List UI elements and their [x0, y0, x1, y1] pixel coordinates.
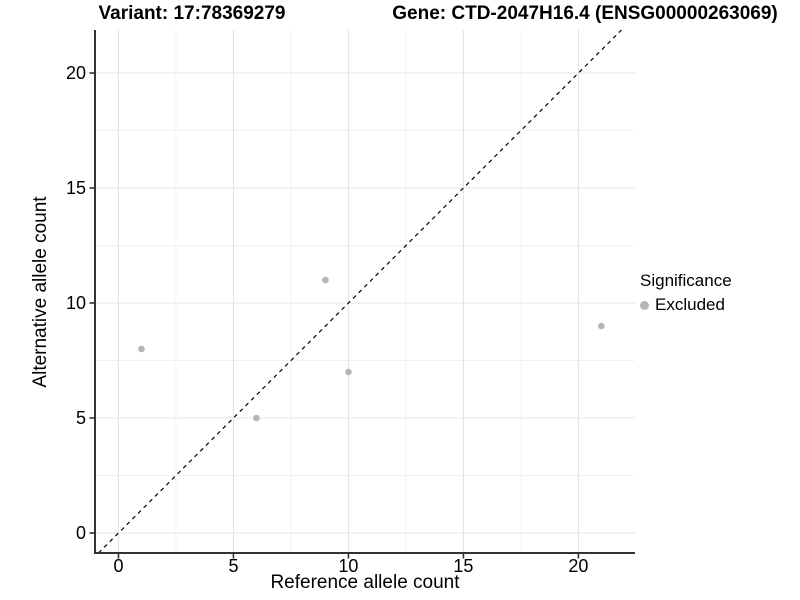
y-tick-label: 5 — [76, 408, 86, 428]
legend-entry: Excluded — [640, 295, 732, 315]
plot-title-gene: Gene: CTD-2047H16.4 (ENSG00000263069) — [392, 3, 778, 24]
legend-title: Significance — [640, 271, 732, 290]
plot-title-variant: Variant: 17:78369279 — [98, 3, 286, 24]
x-tick-label: 15 — [453, 556, 473, 576]
data-point — [322, 276, 329, 284]
x-tick-label: 20 — [568, 556, 588, 576]
x-tick-label: 5 — [228, 556, 238, 576]
y-tick-label: 20 — [66, 63, 86, 83]
y-tick-label: 10 — [66, 293, 86, 313]
data-point — [138, 345, 145, 353]
y-axis-label: Alternative allele count — [30, 196, 51, 388]
legend: Significance Excluded — [640, 271, 732, 315]
x-tick-label: 10 — [338, 556, 358, 576]
legend-dot-icon — [640, 300, 649, 310]
data-point — [345, 368, 352, 376]
legend-entry-label: Excluded — [655, 295, 725, 314]
y-tick-label: 0 — [76, 523, 86, 543]
x-tick-label: 0 — [113, 556, 123, 576]
x-axis-label: Reference allele count — [270, 572, 460, 593]
identity-line — [98, 29, 622, 554]
y-tick-label: 15 — [66, 178, 86, 198]
data-point — [598, 322, 605, 330]
data-point — [253, 414, 260, 422]
